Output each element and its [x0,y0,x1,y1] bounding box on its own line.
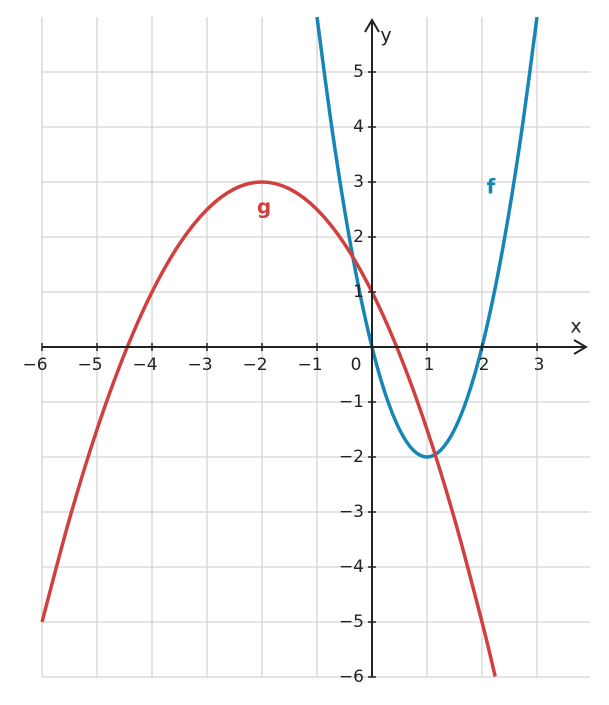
curve [315,16,539,459]
x-tick-label: −6 [22,355,47,375]
x-tick-label: 3 [534,355,545,375]
curves: fg [40,16,539,677]
y-tick-label: 5 [353,62,364,82]
y-tick-label: −3 [339,502,364,522]
x-tick-label: −2 [242,355,267,375]
y-tick-label: −6 [339,667,364,687]
x-axis-label: x [570,316,581,338]
axes: −6 −5 −4 −3 −2 −1 0 1 2 3 −6 −5 −4 −3 −2 −1 1 2 3 4 5 x y [22,18,588,687]
y-tick-label: 3 [353,172,364,192]
x-tick-label: −5 [77,355,102,375]
y-tick-label: −4 [339,557,364,577]
x-tick-label: 1 [424,355,435,375]
y-tick-label: 1 [353,282,364,302]
y-axis-label: y [380,25,391,47]
curve [40,180,497,677]
x-tick-label: −3 [187,355,212,375]
y-tick-label: −2 [339,447,364,467]
x-tick-label: −4 [132,355,157,375]
curve-label: f [487,175,496,199]
x-tick-label: −1 [297,355,322,375]
y-tick-label: 2 [353,227,364,247]
y-axis-arrow [364,18,380,33]
x-tick-label: 2 [479,355,490,375]
y-tick-label: 4 [353,117,364,137]
x-tick-label: 0 [351,355,362,375]
y-tick-label: −1 [339,392,364,412]
x-axis-arrow [573,339,588,355]
y-tick-label: −5 [339,612,364,632]
curve-label: g [257,195,271,219]
